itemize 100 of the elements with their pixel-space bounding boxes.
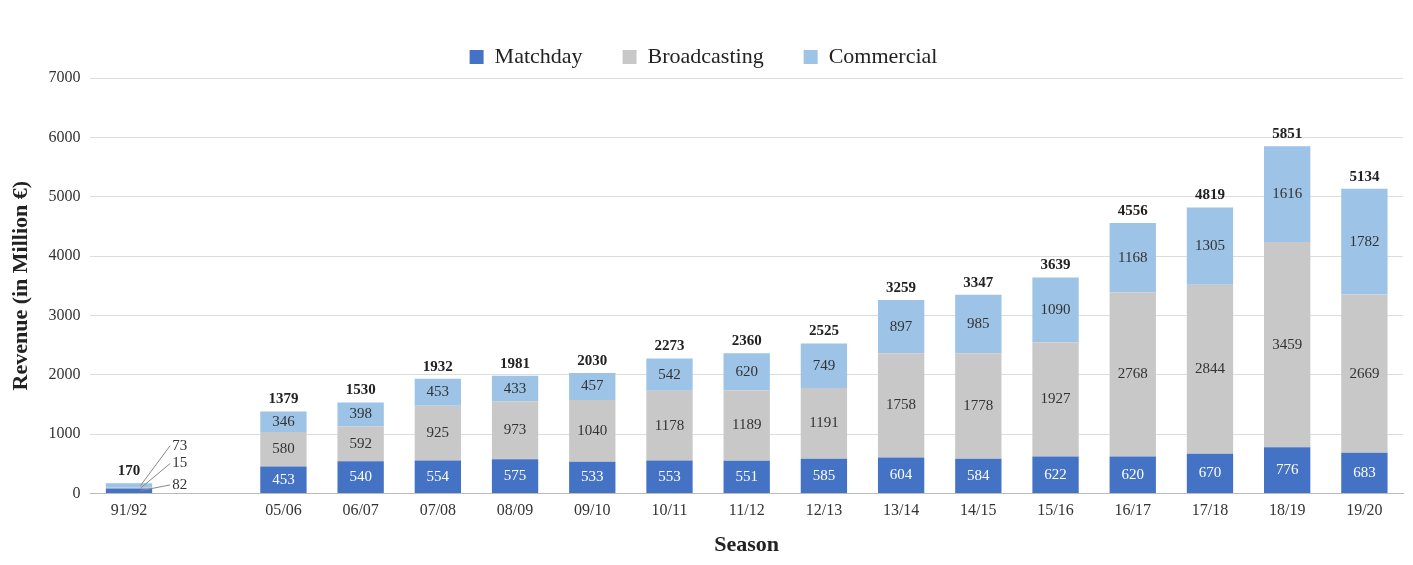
total-label: 3259 <box>886 278 917 295</box>
x-tick-label: 05/06 <box>265 501 302 519</box>
bar <box>1109 456 1156 493</box>
bar <box>260 466 307 493</box>
data-label: 2669 <box>1349 364 1380 381</box>
bar <box>955 458 1002 493</box>
bar <box>1032 456 1079 493</box>
data-label: 453 <box>272 470 295 487</box>
data-label: 2844 <box>1194 360 1226 377</box>
data-label: 580 <box>272 440 295 457</box>
data-label: 553 <box>658 467 681 484</box>
bar <box>1032 277 1079 343</box>
data-label: 620 <box>735 362 758 379</box>
data-label: 1778 <box>963 396 994 413</box>
data-label: 533 <box>581 468 604 485</box>
bar <box>723 390 770 461</box>
bar <box>414 405 462 461</box>
x-tick-label: 91/92 <box>110 501 148 519</box>
total-label: 4819 <box>1194 186 1225 203</box>
bar <box>1341 294 1388 453</box>
data-label: 925 <box>426 424 450 441</box>
bar <box>1264 146 1311 243</box>
bar <box>1341 452 1388 493</box>
bar <box>491 401 539 460</box>
data-label: 554 <box>426 467 450 484</box>
data-label: 551 <box>735 467 758 484</box>
y-tick-label: 5000 <box>48 186 81 204</box>
data-label: 15 <box>172 454 188 471</box>
total-label: 2273 <box>654 337 685 354</box>
legend-label: Matchday <box>494 42 583 68</box>
data-label: 575 <box>503 467 527 484</box>
total-label: 2525 <box>808 322 839 339</box>
bar <box>1109 223 1156 293</box>
bar <box>1264 242 1311 448</box>
bar <box>800 458 848 493</box>
data-label: 585 <box>812 466 836 483</box>
data-label: 73 <box>172 436 188 453</box>
data-label: 749 <box>812 356 836 373</box>
bar <box>491 375 539 402</box>
bar <box>105 483 153 488</box>
x-tick-label: 18/19 <box>1268 501 1306 519</box>
data-label: 2768 <box>1117 365 1148 382</box>
data-label: 1191 <box>809 414 839 431</box>
total-label: 1932 <box>422 357 453 374</box>
bar <box>877 353 925 458</box>
total-label: 3347 <box>963 273 994 290</box>
data-label: 1168 <box>1118 248 1148 265</box>
x-tick-label: 17/18 <box>1191 501 1229 519</box>
total-label: 3639 <box>1040 256 1071 273</box>
bar <box>414 460 462 493</box>
data-label: 683 <box>1353 463 1376 480</box>
y-tick-label: 3000 <box>48 305 81 323</box>
bar <box>491 459 539 493</box>
data-label: 584 <box>967 466 991 483</box>
x-tick-label: 11/12 <box>728 501 765 519</box>
data-label: 1616 <box>1272 185 1303 202</box>
x-tick-label: 10/11 <box>651 501 688 519</box>
x-tick-label: 14/15 <box>960 501 997 519</box>
data-label: 457 <box>581 377 605 394</box>
data-label: 973 <box>503 421 527 438</box>
bar <box>414 378 462 406</box>
x-tick-label: 08/09 <box>496 501 534 519</box>
y-tick-label: 0 <box>72 483 81 501</box>
total-label: 170 <box>117 462 141 479</box>
bar <box>569 461 616 493</box>
x-tick-label: 07/08 <box>419 501 457 519</box>
legend-label: Commercial <box>828 42 938 68</box>
bar <box>646 460 693 493</box>
bar <box>1341 188 1388 295</box>
bar <box>337 426 384 462</box>
bar <box>646 390 693 461</box>
data-label: 1758 <box>886 396 917 413</box>
y-tick-label: 1000 <box>48 424 81 442</box>
bar <box>569 372 616 401</box>
bar <box>337 461 384 493</box>
total-label: 4556 <box>1117 201 1149 218</box>
bar <box>877 300 925 354</box>
bar <box>955 353 1002 459</box>
data-label: 1090 <box>1040 300 1071 317</box>
x-tick-label: 15/16 <box>1037 501 1074 519</box>
x-tick-label: 12/13 <box>805 501 843 519</box>
data-label: 1189 <box>731 416 762 433</box>
data-label: 433 <box>503 379 527 396</box>
total-label: 2360 <box>731 332 762 349</box>
bar <box>1186 284 1234 454</box>
data-label: 346 <box>272 412 296 429</box>
y-tick-label: 2000 <box>48 364 81 382</box>
total-label: 1379 <box>268 390 299 407</box>
bar <box>646 358 693 391</box>
data-label: 622 <box>1044 465 1067 482</box>
data-label: 1305 <box>1194 237 1225 254</box>
x-tick-label: 09/10 <box>574 501 611 519</box>
x-tick-label: 13/14 <box>882 501 920 519</box>
data-label: 776 <box>1275 461 1299 478</box>
bar <box>723 353 770 391</box>
bar <box>1186 453 1234 493</box>
bar <box>955 294 1002 354</box>
data-label: 1178 <box>654 416 685 433</box>
bar <box>1109 292 1156 457</box>
data-label: 398 <box>349 405 372 422</box>
